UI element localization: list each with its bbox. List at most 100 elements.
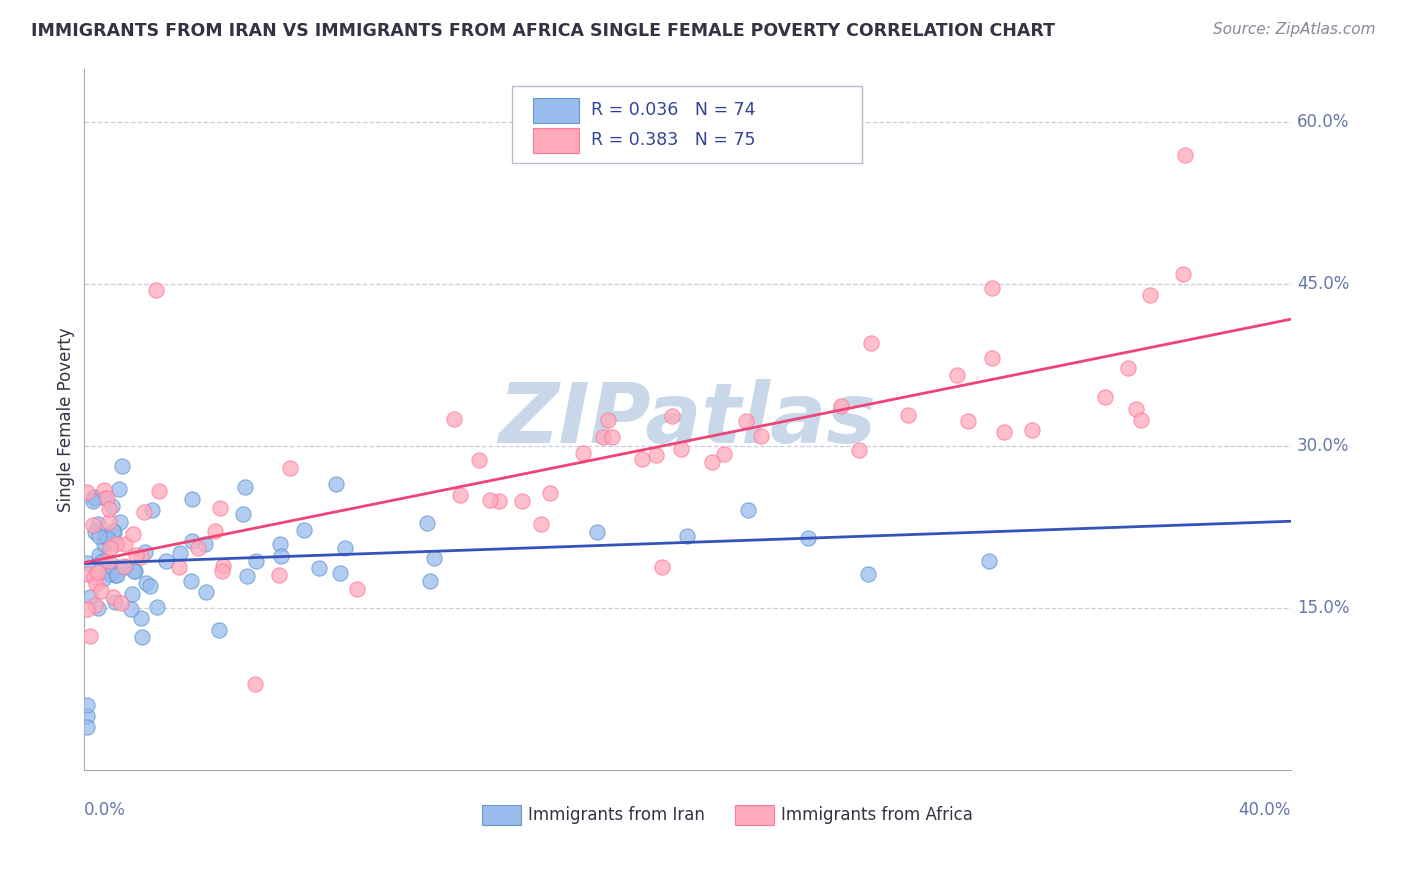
Point xyxy=(87,529,110,543)
Point xyxy=(1139,288,1161,302)
Point xyxy=(97,502,120,516)
Point xyxy=(90,555,112,569)
Point xyxy=(110,596,132,610)
Point xyxy=(346,582,368,596)
Point xyxy=(467,453,489,467)
Point xyxy=(76,720,98,734)
Point xyxy=(111,459,134,474)
Point xyxy=(134,545,156,559)
Point xyxy=(1021,423,1043,437)
Point xyxy=(139,579,162,593)
Point xyxy=(235,569,257,583)
Point xyxy=(141,502,163,516)
Point xyxy=(645,448,668,462)
Point xyxy=(84,525,107,540)
Point xyxy=(101,524,124,539)
FancyBboxPatch shape xyxy=(533,98,578,122)
Point xyxy=(443,412,465,426)
Point xyxy=(76,698,98,713)
Point xyxy=(84,576,107,591)
Point xyxy=(76,602,98,616)
Text: 30.0%: 30.0% xyxy=(1296,437,1350,455)
Point xyxy=(211,558,233,573)
Point xyxy=(572,446,595,460)
Text: R = 0.383   N = 75: R = 0.383 N = 75 xyxy=(591,131,755,150)
Point xyxy=(208,624,231,638)
Point xyxy=(180,574,202,589)
Text: IMMIGRANTS FROM IRAN VS IMMIGRANTS FROM AFRICA SINGLE FEMALE POVERTY CORRELATION: IMMIGRANTS FROM IRAN VS IMMIGRANTS FROM … xyxy=(31,22,1054,40)
Point xyxy=(101,590,124,604)
Point xyxy=(100,566,122,581)
Point xyxy=(91,572,114,586)
Point xyxy=(112,558,135,573)
Point xyxy=(204,524,226,539)
Point xyxy=(94,491,117,505)
Point xyxy=(76,484,98,499)
Point xyxy=(292,523,315,537)
Point xyxy=(87,565,110,579)
Point xyxy=(592,430,614,444)
Text: Immigrants from Africa: Immigrants from Africa xyxy=(782,805,973,824)
Point xyxy=(1171,267,1194,281)
Point xyxy=(100,561,122,575)
Point xyxy=(93,530,115,544)
Text: 0.0%: 0.0% xyxy=(83,802,125,820)
Point xyxy=(510,494,533,508)
Point xyxy=(333,541,356,556)
Point xyxy=(270,549,292,563)
Point xyxy=(97,532,120,546)
Point xyxy=(134,505,156,519)
Point xyxy=(93,552,115,566)
Text: 15.0%: 15.0% xyxy=(1296,599,1350,617)
Point xyxy=(104,567,127,582)
Point xyxy=(600,430,623,444)
Point xyxy=(830,399,852,413)
Point xyxy=(676,529,699,543)
Text: R = 0.036   N = 74: R = 0.036 N = 74 xyxy=(591,102,755,120)
Point xyxy=(1116,360,1139,375)
Point xyxy=(131,630,153,644)
Point xyxy=(83,490,105,504)
Point xyxy=(129,611,152,625)
Point xyxy=(981,351,1004,366)
Text: Immigrants from Iran: Immigrants from Iran xyxy=(527,805,704,824)
Text: 60.0%: 60.0% xyxy=(1296,113,1350,131)
Point xyxy=(530,516,553,531)
Point xyxy=(1130,413,1153,427)
Point xyxy=(83,570,105,584)
FancyBboxPatch shape xyxy=(735,805,775,824)
Point xyxy=(84,599,107,613)
Y-axis label: Single Female Poverty: Single Female Poverty xyxy=(58,326,75,511)
Point xyxy=(114,559,136,574)
Point xyxy=(120,602,142,616)
Point xyxy=(98,541,121,555)
Point xyxy=(121,526,143,541)
FancyBboxPatch shape xyxy=(512,86,862,163)
Point xyxy=(181,491,204,506)
Point xyxy=(79,591,101,605)
Point xyxy=(105,568,128,582)
Point xyxy=(233,480,256,494)
Point xyxy=(585,525,607,540)
FancyBboxPatch shape xyxy=(482,805,520,824)
Point xyxy=(860,336,883,351)
Point xyxy=(278,461,301,475)
Point xyxy=(208,500,231,515)
Point xyxy=(269,537,291,551)
Point xyxy=(243,676,266,690)
Point xyxy=(98,516,121,530)
Point xyxy=(125,549,148,563)
Point xyxy=(105,536,128,550)
Point xyxy=(148,483,170,498)
Point xyxy=(82,518,104,533)
Point xyxy=(897,408,920,422)
Point xyxy=(155,554,177,568)
Point xyxy=(735,414,758,428)
Point xyxy=(146,599,169,614)
Point xyxy=(713,446,735,460)
Point xyxy=(993,425,1015,439)
Point xyxy=(749,429,772,443)
Point xyxy=(145,283,167,297)
Text: 40.0%: 40.0% xyxy=(1239,802,1291,820)
Point xyxy=(79,629,101,643)
